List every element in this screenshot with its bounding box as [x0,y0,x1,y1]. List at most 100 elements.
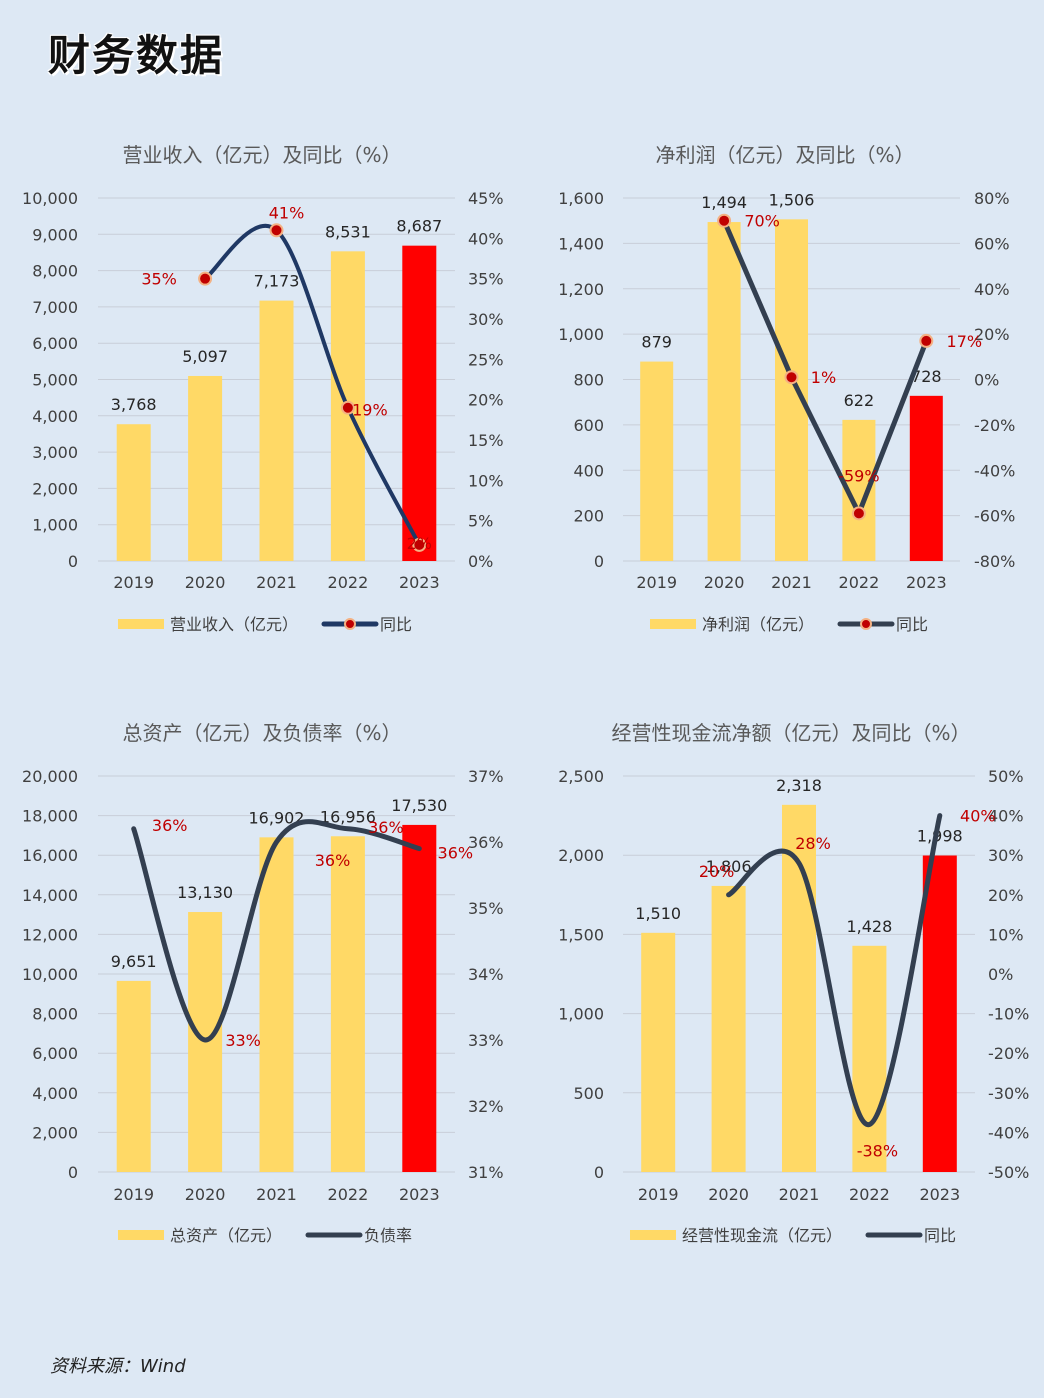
bar-value-label: 1,494 [701,193,747,212]
legend-swatch-bar [650,619,696,629]
bar [116,980,151,1172]
left-axis-tick-label: 16,000 [22,846,78,865]
left-axis-tick-label: 800 [573,371,604,390]
legend-label: 同比 [380,615,412,634]
line-marker [269,223,284,238]
line-value-label: 28% [795,834,831,853]
right-axis-tick-label: 32% [468,1097,504,1116]
right-axis-tick-label: -20% [974,416,1015,435]
line-value-label: 17% [947,332,983,351]
category-label: 2022 [839,573,880,592]
category-label: 2019 [113,573,154,592]
category-label: 2020 [185,1185,226,1204]
line-marker [851,506,866,521]
bar [259,837,294,1172]
bar-value-label: 3,768 [111,395,157,414]
line-marker [784,370,799,385]
right-axis-tick-label: 0% [974,371,999,390]
right-axis-tick-label: 30% [988,846,1024,865]
right-axis-tick-label: 35% [468,270,504,289]
bar [640,361,674,561]
line-value-label: -38% [857,1141,898,1160]
category-label: 2022 [849,1185,890,1204]
left-axis-tick-label: 400 [573,461,604,480]
bar-value-label: 728 [911,367,942,386]
right-axis-tick-label: -40% [988,1123,1029,1142]
line-value-label: 20% [699,862,735,881]
legend-label: 营业收入（亿元） [170,615,298,634]
left-axis-tick-label: 0 [68,1163,78,1182]
right-axis-tick-label: 15% [468,431,504,450]
right-axis-tick-label: 40% [974,280,1010,299]
chart-title: 净利润（亿元）及同比（%） [655,143,914,167]
series-line [726,813,943,1127]
bar [852,945,887,1172]
bar [775,219,808,562]
left-axis-tick-label: 0 [594,552,604,571]
left-axis-tick-label: 1,200 [558,280,604,299]
category-label: 2023 [399,1185,440,1204]
category-label: 2023 [919,1185,960,1204]
left-axis-tick-label: 200 [573,507,604,526]
bar-value-label: 1,510 [635,904,681,923]
legend-swatch-bar [630,1230,676,1240]
right-axis-tick-label: 20% [974,325,1010,344]
bar [402,245,437,561]
bar-value-label: 5,097 [182,347,228,366]
left-axis-tick-label: 3,000 [32,443,78,462]
left-axis-tick-label: 2,500 [558,767,604,786]
bar-value-label: 16,956 [320,807,376,826]
legend-swatch-marker [344,618,356,630]
left-axis-tick-label: 20,000 [22,767,78,786]
right-axis-tick-label: 10% [988,925,1024,944]
line-value-label: 33% [225,1031,261,1050]
page-title: 财务数据 [48,31,225,80]
category-label: 2023 [906,573,947,592]
left-axis-tick-label: 12,000 [22,925,78,944]
left-axis-tick-label: 14,000 [22,886,78,905]
category-label: 2022 [328,573,369,592]
category-label: 2021 [779,1185,820,1204]
left-axis-tick-label: 10,000 [22,189,78,208]
left-axis-tick-label: 8,000 [32,1005,78,1024]
left-axis-tick-label: 8,000 [32,262,78,281]
legend-swatch-bar [118,619,164,629]
right-axis-tick-label: -80% [974,552,1015,571]
bar [711,885,746,1172]
right-axis-tick-label: 60% [974,234,1010,253]
left-axis-tick-label: 1,000 [558,1005,604,1024]
right-axis-tick-label: 40% [988,807,1024,826]
bar-value-label: 8,531 [325,222,371,241]
line-value-label: 36% [315,851,351,870]
category-label: 2020 [185,573,226,592]
bar-value-label: 622 [844,391,875,410]
right-axis-tick-label: 35% [468,899,504,918]
right-axis-tick-label: 0% [468,552,493,571]
line-value-label: 36% [438,844,474,863]
bar-value-label: 1,998 [917,827,963,846]
bar [922,855,957,1172]
right-axis-tick-label: 30% [468,310,504,329]
category-label: 2022 [328,1185,369,1204]
left-axis-tick-label: 0 [594,1163,604,1182]
right-axis-tick-label: 37% [468,767,504,786]
line-marker [412,537,427,552]
line-marker [340,400,355,415]
left-axis-tick-label: 5,000 [32,371,78,390]
line-value-label: 1% [811,368,836,387]
right-axis-tick-label: 5% [468,512,493,531]
right-axis-tick-label: 33% [468,1031,504,1050]
bar-value-label: 1,806 [706,857,752,876]
category-label: 2020 [708,1185,749,1204]
left-axis-tick-label: 1,400 [558,234,604,253]
left-axis-tick-label: 1,000 [32,516,78,535]
line-value-label: 41% [269,203,305,222]
left-axis-tick-label: 1,600 [558,189,604,208]
bar-value-label: 1,428 [846,917,892,936]
legend-label: 总资产（亿元） [170,1226,282,1245]
right-axis-tick-label: 45% [468,189,504,208]
right-axis-tick-label: 80% [974,189,1010,208]
